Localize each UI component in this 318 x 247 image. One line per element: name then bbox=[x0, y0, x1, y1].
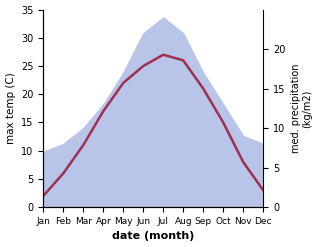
X-axis label: date (month): date (month) bbox=[112, 231, 194, 242]
Y-axis label: max temp (C): max temp (C) bbox=[5, 72, 16, 144]
Y-axis label: med. precipitation
(kg/m2): med. precipitation (kg/m2) bbox=[291, 64, 313, 153]
